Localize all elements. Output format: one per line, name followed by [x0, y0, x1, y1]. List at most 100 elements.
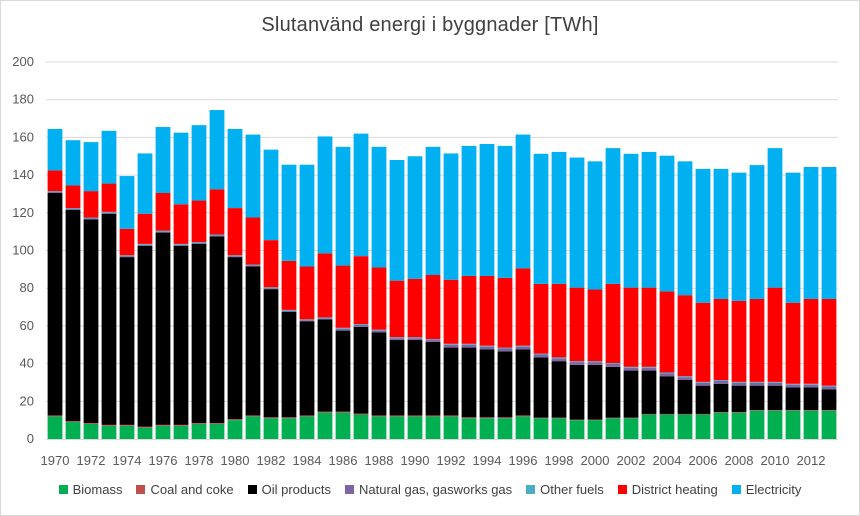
bar-segment-oil-products [263, 289, 279, 418]
bar-segment-biomass [443, 416, 459, 439]
legend-label: Electricity [745, 482, 802, 497]
bar-segment-other-fuels [101, 211, 117, 213]
bar-segment-electricity [407, 156, 423, 279]
bar-segment-other-fuels [731, 381, 747, 383]
bar-segment-electricity [605, 148, 621, 284]
bar-segment-biomass [803, 410, 819, 439]
bar-segment-biomass [551, 418, 567, 439]
axes: 0 20 40 60 80 100 120 140 160 180 200 1970 1972 1974 1… [12, 54, 838, 468]
x-tick-label: 2010 [761, 453, 790, 468]
bar-segment-biomass [461, 418, 477, 439]
bar-segment-electricity [497, 145, 513, 278]
bar-segment-district-heating [245, 217, 261, 265]
bar-segment-coal-and-coke [461, 417, 477, 419]
bar-segment-electricity [623, 153, 639, 288]
bar-segment-electricity [569, 157, 585, 288]
bar-segment-electricity [371, 146, 387, 268]
bar-segment-natural-gas-gasworks-gas [605, 363, 621, 367]
bar-segment-electricity [317, 136, 333, 254]
legend-item: Coal and coke [136, 482, 234, 497]
bar-segment-biomass [137, 427, 153, 439]
bar-segment-electricity [299, 164, 315, 267]
bar-segment-biomass [227, 420, 243, 439]
legend: Biomass Coal and coke Oil products Natural … [0, 482, 860, 497]
bar-segment-other-fuels [317, 317, 333, 319]
bar-segment-natural-gas-gasworks-gas [407, 338, 423, 341]
bar-segment-oil-products [659, 376, 675, 414]
bar-segment-coal-and-coke [785, 410, 801, 411]
bar-segment-biomass [731, 412, 747, 439]
legend-item: Biomass [58, 482, 122, 497]
legend-label: Natural gas, gasworks gas [358, 482, 513, 497]
bar-segment-district-heating [587, 289, 603, 362]
bar-segment-biomass [353, 414, 369, 439]
bar-segment-electricity [425, 146, 441, 276]
x-tick-label: 1994 [473, 453, 502, 468]
bar-segment-district-heating [533, 283, 549, 354]
bar-segment-oil-products [119, 257, 135, 425]
bar-segment-natural-gas-gasworks-gas [767, 382, 783, 386]
bar-segment-oil-products [407, 340, 423, 416]
bar-segment-biomass [389, 416, 405, 439]
bar-segment-oil-products [605, 366, 621, 418]
bar-segment-electricity [47, 128, 63, 171]
bar-segment-oil-products [191, 243, 207, 423]
bar-segment-coal-and-coke [389, 415, 405, 417]
bar-segment-district-heating [137, 213, 153, 244]
bar-segment-natural-gas-gasworks-gas [335, 328, 351, 331]
bar-segment-biomass [317, 412, 333, 439]
legend-label: District heating [631, 482, 718, 497]
bar-segment-coal-and-coke [497, 417, 513, 419]
bar-segment-coal-and-coke [713, 412, 729, 413]
bar-segment-biomass [425, 416, 441, 439]
bar-segment-natural-gas-gasworks-gas [461, 344, 477, 348]
x-tick-label: 2002 [617, 453, 646, 468]
bar-segment-district-heating [155, 193, 171, 231]
bar-segment-other-fuels [569, 361, 585, 363]
bar-segment-natural-gas-gasworks-gas [353, 324, 369, 327]
bar-segment-oil-products [551, 361, 567, 418]
y-tick-label: 120 [12, 205, 34, 220]
bar-segment-biomass [767, 410, 783, 439]
bar-segment-biomass [191, 423, 207, 439]
bar-segment-oil-products [821, 389, 837, 411]
bar-segment-electricity [767, 148, 783, 288]
bar-segment-oil-products [785, 387, 801, 411]
bar-segment-district-heating [551, 283, 567, 358]
bar-segment-biomass [371, 416, 387, 439]
bar-segment-natural-gas-gasworks-gas [425, 340, 441, 342]
bar-segment-natural-gas-gasworks-gas [569, 362, 585, 365]
x-tick-label: 1980 [221, 453, 250, 468]
bar-segment-district-heating [425, 275, 441, 340]
bar-segment-coal-and-coke [551, 417, 567, 419]
legend-label: Oil products [261, 482, 331, 497]
bar-segment-coal-and-coke [263, 417, 279, 419]
bar-segment-biomass [821, 410, 837, 439]
bar-segment-coal-and-coke [281, 417, 297, 419]
bar-segment-district-heating [299, 266, 315, 320]
bar-segment-district-heating [767, 287, 783, 382]
x-tick-label: 1970 [41, 453, 70, 468]
x-tick-label: 1990 [401, 453, 430, 468]
bar-segment-natural-gas-gasworks-gas [101, 212, 117, 214]
bar-segment-other-fuels [227, 255, 243, 257]
bar-segment-biomass [623, 418, 639, 439]
bar-segment-natural-gas-gasworks-gas [695, 382, 711, 386]
x-tick-label: 2000 [581, 453, 610, 468]
bar-segment-oil-products [299, 321, 315, 416]
bar-segment-district-heating [191, 200, 207, 243]
bar-segment-electricity [821, 166, 837, 299]
bar-segment-coal-and-coke [299, 415, 315, 417]
bar-segment-natural-gas-gasworks-gas [497, 348, 513, 352]
bar-segment-other-fuels [551, 357, 567, 359]
bar-segment-other-fuels [335, 327, 351, 329]
bar-segment-district-heating [443, 279, 459, 344]
x-tick-label: 2012 [797, 453, 826, 468]
bar-segment-other-fuels [407, 337, 423, 339]
x-tick-label: 1986 [329, 453, 358, 468]
bar-segment-biomass [533, 418, 549, 439]
bar-segment-other-fuels [155, 230, 171, 232]
bar-segment-coal-and-coke [209, 422, 225, 424]
x-tick-label: 2004 [653, 453, 682, 468]
bar-segment-electricity [551, 151, 567, 284]
